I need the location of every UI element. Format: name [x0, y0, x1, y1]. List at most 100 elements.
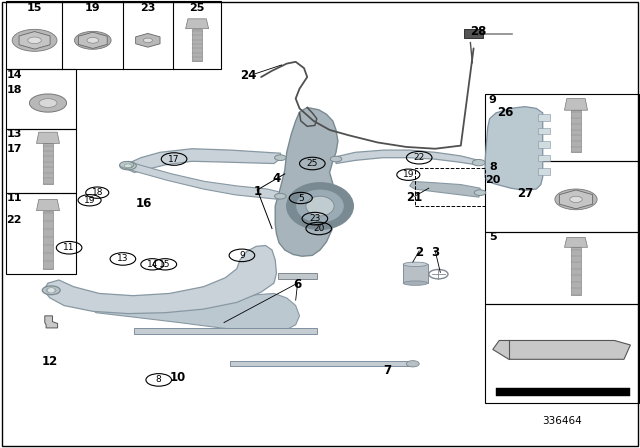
Ellipse shape [29, 94, 67, 112]
Bar [6, 129, 76, 193]
Polygon shape [125, 149, 282, 172]
Text: 8: 8 [156, 375, 161, 384]
Bar [6, 69, 76, 129]
Polygon shape [192, 29, 202, 61]
Bar [485, 304, 639, 403]
Text: 15: 15 [27, 3, 42, 13]
Ellipse shape [39, 99, 57, 108]
Text: 25: 25 [189, 3, 205, 13]
Bar [538, 141, 550, 148]
Text: 15: 15 [159, 260, 171, 269]
Circle shape [306, 196, 334, 216]
Ellipse shape [28, 37, 41, 43]
Text: 22: 22 [413, 153, 425, 162]
Polygon shape [86, 293, 300, 332]
Polygon shape [36, 132, 60, 143]
Text: 19: 19 [403, 170, 414, 179]
Ellipse shape [124, 164, 132, 168]
Polygon shape [44, 246, 276, 314]
Polygon shape [36, 199, 60, 211]
Text: 23: 23 [309, 214, 321, 223]
Bar [134, 328, 317, 334]
Circle shape [287, 183, 353, 229]
Polygon shape [496, 388, 630, 396]
Ellipse shape [403, 262, 428, 267]
Ellipse shape [275, 194, 286, 199]
Text: 6: 6 [294, 278, 301, 292]
Bar [538, 168, 550, 175]
Bar [485, 232, 639, 304]
Ellipse shape [47, 288, 56, 293]
Polygon shape [43, 211, 53, 269]
Polygon shape [136, 34, 160, 47]
Text: 11: 11 [63, 243, 75, 252]
Text: 20: 20 [313, 224, 324, 233]
Polygon shape [127, 161, 282, 199]
Polygon shape [571, 110, 581, 152]
Bar [278, 273, 317, 279]
Text: 4: 4 [273, 172, 280, 185]
Text: 18: 18 [6, 85, 22, 95]
Text: 20: 20 [485, 175, 500, 185]
Ellipse shape [555, 189, 597, 210]
Text: 2: 2 [415, 246, 423, 259]
Ellipse shape [74, 31, 111, 49]
Ellipse shape [474, 190, 486, 195]
Text: 19: 19 [84, 196, 95, 205]
Polygon shape [564, 99, 588, 110]
Bar [6, 193, 76, 274]
Bar [464, 29, 483, 38]
Text: 22: 22 [6, 215, 22, 224]
Text: 9: 9 [489, 95, 497, 105]
Ellipse shape [330, 156, 342, 162]
Polygon shape [186, 19, 209, 29]
Bar [485, 94, 639, 161]
Bar [415, 168, 485, 206]
Text: 7: 7 [383, 364, 391, 377]
Text: 18: 18 [92, 188, 103, 197]
Text: 11: 11 [6, 193, 22, 203]
Bar [230, 361, 413, 366]
Text: 21: 21 [406, 190, 423, 204]
Text: 8: 8 [489, 162, 497, 172]
Text: 14: 14 [147, 260, 158, 269]
Text: 17: 17 [6, 144, 22, 154]
Text: 5: 5 [298, 194, 303, 202]
Polygon shape [485, 107, 543, 190]
Polygon shape [78, 32, 108, 48]
Ellipse shape [403, 281, 428, 285]
Ellipse shape [87, 38, 99, 43]
Bar [6, 1, 221, 69]
Text: 19: 19 [85, 3, 100, 13]
Polygon shape [275, 108, 338, 256]
Bar [538, 155, 550, 161]
Text: 24: 24 [240, 69, 257, 82]
Text: 1: 1 [253, 185, 261, 198]
Bar [403, 264, 428, 283]
Ellipse shape [12, 30, 57, 52]
Text: 336464: 336464 [542, 416, 582, 426]
Text: 9: 9 [239, 251, 244, 260]
Polygon shape [571, 247, 581, 295]
Bar [538, 128, 550, 134]
Polygon shape [564, 237, 588, 247]
Polygon shape [19, 31, 50, 49]
Polygon shape [43, 143, 53, 184]
Text: 10: 10 [170, 370, 186, 384]
Text: 5: 5 [489, 233, 497, 242]
Ellipse shape [120, 162, 136, 170]
Ellipse shape [120, 161, 134, 168]
Text: 26: 26 [497, 105, 514, 119]
Text: 16: 16 [136, 197, 152, 211]
Text: 14: 14 [6, 70, 22, 80]
Bar [538, 114, 550, 121]
Ellipse shape [472, 159, 485, 166]
Text: 25: 25 [307, 159, 318, 168]
Ellipse shape [570, 196, 582, 202]
Polygon shape [410, 181, 481, 197]
Text: 13: 13 [6, 129, 22, 139]
Polygon shape [45, 316, 58, 328]
Ellipse shape [406, 361, 419, 367]
Text: 27: 27 [516, 187, 533, 200]
Text: 23: 23 [140, 3, 156, 13]
